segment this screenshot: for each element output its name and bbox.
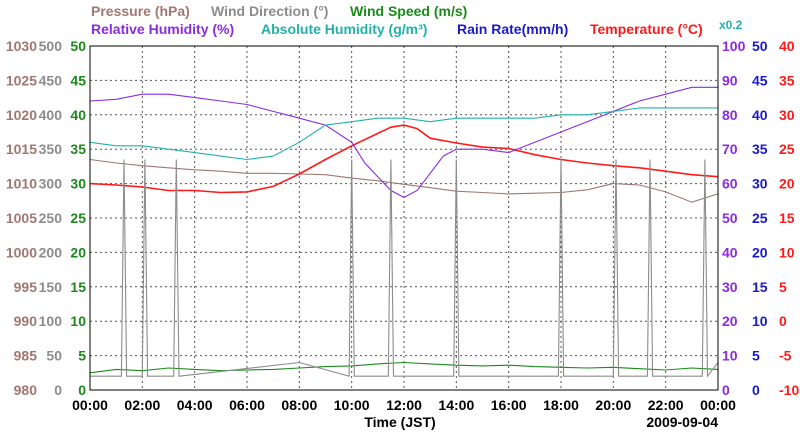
x-tick-label: 18:00	[543, 397, 579, 413]
y-tick-humidity: 60	[722, 176, 738, 192]
series-line-relative-humidity	[89, 86, 718, 199]
y-tick-temp: -5	[779, 348, 792, 364]
y-tick-pressure: 985	[14, 348, 38, 364]
y-tick-pressure: 1010	[6, 176, 37, 192]
chart-date: 2009-09-04	[646, 414, 718, 430]
y-tick-temp: 25	[779, 141, 795, 157]
y-tick-rain: 15	[752, 279, 768, 295]
y-tick-rain: 10	[752, 313, 768, 329]
y-tick-direction: 450	[39, 72, 63, 88]
y-tick-direction: 150	[39, 279, 63, 295]
y-tick-rain: 35	[752, 141, 768, 157]
legend-wind-direction: Wind Direction (°)	[211, 3, 328, 19]
x-tick-label: 20:00	[595, 397, 631, 413]
y-tick-direction: 400	[39, 107, 63, 123]
x-tick-label: 02:00	[124, 397, 160, 413]
y-tick-pressure: 1000	[6, 244, 37, 260]
y-tick-rain: 30	[752, 176, 768, 192]
y-tick-temp: 40	[779, 38, 795, 54]
y-tick-speed: 40	[70, 107, 86, 123]
y-tick-humidity: 80	[722, 107, 738, 123]
y-tick-rain: 25	[752, 210, 768, 226]
y-tick-humidity: 90	[722, 72, 738, 88]
y-tick-humidity: 10	[722, 348, 738, 364]
x-tick-label: 16:00	[491, 397, 527, 413]
series-line-wind-direction	[90, 159, 719, 378]
y-tick-speed: 15	[70, 279, 86, 295]
y-tick-pressure: 980	[14, 382, 38, 398]
y-tick-speed: 20	[70, 244, 86, 260]
y-tick-speed: 10	[70, 313, 86, 329]
y-tick-temp: -10	[779, 382, 799, 398]
y-tick-direction: 100	[39, 313, 63, 329]
y-tick-direction: 50	[46, 348, 62, 364]
y-tick-humidity: 70	[722, 141, 738, 157]
y-tick-humidity: 30	[722, 279, 738, 295]
x-tick-label: 22:00	[648, 397, 684, 413]
y-tick-direction: 350	[39, 141, 63, 157]
series-line-absolute-humidity-g-m	[89, 107, 718, 161]
x-tick-label: 06:00	[229, 397, 265, 413]
legend-temperature: Temperature (°C)	[590, 21, 703, 37]
series-line-pressure-hpa	[89, 158, 719, 203]
y-tick-direction: 200	[39, 244, 63, 260]
x-tick-label: 00:00	[72, 397, 108, 413]
x-tick-label: 14:00	[438, 397, 474, 413]
y-tick-direction: 0	[54, 382, 62, 398]
legend-pressure: Pressure (hPa)	[91, 3, 190, 19]
y-tick-direction: 500	[39, 38, 63, 54]
y-tick-rain: 45	[752, 72, 768, 88]
grid	[90, 46, 718, 390]
y-tick-direction: 250	[39, 210, 63, 226]
x-tick-label: 04:00	[177, 397, 213, 413]
axis-ticks: 1030102510201015101010051000995990985980…	[6, 38, 800, 413]
legend-relative-humidity: Relative Humidity (%)	[91, 21, 234, 37]
abs-multiplier: x0.2	[719, 18, 743, 32]
y-tick-pressure: 990	[14, 313, 38, 329]
y-tick-speed: 50	[70, 38, 86, 54]
x-tick-label: 00:00	[700, 397, 736, 413]
y-tick-speed: 5	[78, 348, 86, 364]
y-tick-pressure: 1015	[6, 141, 37, 157]
y-tick-temp: 20	[779, 176, 795, 192]
y-tick-humidity: 20	[722, 313, 738, 329]
y-tick-direction: 300	[39, 176, 63, 192]
legend-rain-rate: Rain Rate(mm/h)	[457, 21, 568, 37]
y-tick-humidity: 100	[722, 38, 746, 54]
y-tick-temp: 35	[779, 72, 795, 88]
y-tick-humidity: 40	[722, 244, 738, 260]
y-tick-speed: 35	[70, 141, 86, 157]
y-tick-speed: 0	[78, 382, 86, 398]
y-tick-pressure: 1005	[6, 210, 37, 226]
y-tick-rain: 20	[752, 244, 768, 260]
x-axis-label: Time (JST)	[364, 414, 435, 430]
x-tick-label: 12:00	[386, 397, 422, 413]
y-tick-speed: 25	[70, 210, 86, 226]
y-tick-temp: 0	[779, 313, 787, 329]
series-line-temperature-c	[89, 124, 719, 194]
y-tick-humidity: 0	[722, 382, 730, 398]
y-tick-pressure: 1025	[6, 72, 37, 88]
y-tick-temp: 10	[779, 244, 795, 260]
x-tick-label: 10:00	[334, 397, 370, 413]
legend-wind-speed: Wind Speed (m/s)	[350, 3, 467, 19]
y-tick-speed: 45	[70, 72, 86, 88]
y-tick-humidity: 50	[722, 210, 738, 226]
y-tick-rain: 5	[752, 348, 760, 364]
legend-absolute-humidity: Absolute Humidity (g/m³)	[261, 21, 427, 37]
y-tick-speed: 30	[70, 176, 86, 192]
y-tick-temp: 30	[779, 107, 795, 123]
y-tick-temp: 15	[779, 210, 795, 226]
y-tick-rain: 0	[752, 382, 760, 398]
y-tick-temp: 5	[779, 279, 787, 295]
y-tick-rain: 40	[752, 107, 768, 123]
y-tick-rain: 50	[752, 38, 768, 54]
y-tick-pressure: 1030	[6, 38, 37, 54]
x-tick-label: 08:00	[281, 397, 317, 413]
y-tick-pressure: 1020	[6, 107, 37, 123]
y-tick-pressure: 995	[14, 279, 38, 295]
plot-frame	[89, 45, 719, 391]
